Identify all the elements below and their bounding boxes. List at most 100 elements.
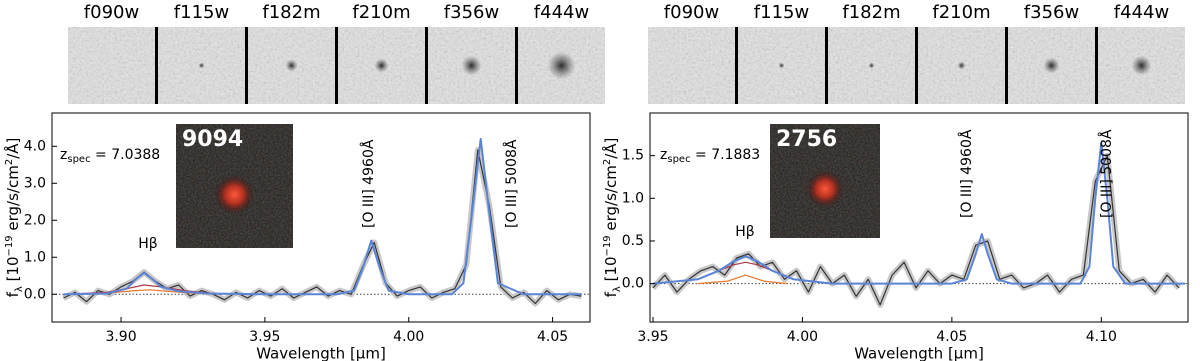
stamp-source: [868, 62, 875, 69]
filter-label: f115w: [754, 2, 809, 23]
filter-label: f115w: [174, 2, 229, 23]
y-axis-label-part: /Å]: [601, 138, 620, 159]
x-tick-label: 4.10: [1086, 329, 1117, 345]
filter-label: f090w: [664, 2, 719, 23]
stamp-source: [1131, 55, 1152, 76]
y-axis-label-part: 2: [602, 159, 613, 165]
filter-label: f210m: [352, 2, 410, 23]
stamp: [248, 27, 335, 104]
y-tick-label: 1.0: [622, 190, 644, 206]
y-axis-label-part: erg/s/cm: [602, 165, 620, 235]
stamp: [68, 27, 155, 104]
stamp: [518, 27, 605, 104]
line-label: Hβ: [735, 224, 754, 240]
line-label: [O III] 5008Å: [1098, 129, 1115, 218]
filter-label: f356w: [444, 2, 499, 23]
object-id: 2756: [776, 127, 837, 152]
stamp-divider: [1095, 27, 1098, 104]
inset-source: [214, 174, 255, 215]
plot-area: [650, 141, 1188, 308]
y-tick-label: 4.0: [24, 138, 46, 154]
spectrum-line: [63, 284, 222, 295]
redshift-subscript: spec: [667, 154, 690, 165]
stamp-source: [957, 61, 966, 70]
stamp: [428, 27, 515, 104]
x-axis-label: Wavelength [μm]: [256, 345, 386, 361]
filter-label: f444w: [534, 2, 589, 23]
stamp: [1098, 27, 1185, 104]
line-label: [O III] 4960Å: [360, 139, 377, 228]
line-label: [O III] 5008Å: [503, 139, 520, 228]
y-axis-label: fλ [10−19 erg/s/cm2/Å]: [601, 138, 623, 298]
filter-label: f182m: [262, 2, 320, 23]
spectrum-line: [652, 141, 1185, 285]
stamp-divider: [515, 27, 518, 104]
stamp-source: [374, 58, 389, 73]
stamp-divider: [425, 27, 428, 104]
y-tick-label: 1.0: [24, 249, 46, 265]
y-tick-label: 3.0: [24, 175, 46, 191]
stamp-source: [1043, 57, 1060, 74]
stamp-divider: [735, 27, 738, 104]
stamp-divider: [245, 27, 248, 104]
stamp-source: [461, 55, 482, 76]
stamp: [918, 27, 1005, 104]
y-axis-label-part: /Å]: [3, 138, 22, 159]
plot-area: [52, 137, 590, 307]
x-tick-label: 3.95: [637, 329, 668, 345]
stamp: [1008, 27, 1095, 104]
y-axis-label-part: λ: [14, 286, 25, 292]
y-axis-label-part: −19: [602, 235, 613, 256]
stamp-divider: [1005, 27, 1008, 104]
y-axis-label-part: −19: [4, 235, 15, 256]
stamp-divider: [335, 27, 338, 104]
stamp-source: [778, 62, 785, 69]
line-label: [O III] 4960Å: [958, 129, 975, 218]
stamp-source: [198, 62, 205, 69]
redshift-value: = 7.1883: [691, 147, 761, 163]
spectrum-line: [697, 274, 788, 285]
redshift-value: = 7.0388: [91, 147, 161, 163]
redshift-symbol: z: [60, 147, 67, 163]
filter-label: f182m: [842, 2, 900, 23]
y-axis-label-part: [10: [4, 256, 22, 286]
inset-source: [806, 170, 844, 208]
axes-frame: [51, 112, 591, 323]
stamp-source: [285, 59, 298, 72]
x-tick-label: 4.00: [393, 329, 424, 345]
y-tick-label: 2.0: [24, 212, 46, 228]
x-tick-label: 3.95: [249, 329, 280, 345]
x-tick-label: 4.05: [936, 329, 967, 345]
stamp-source: [547, 51, 576, 80]
redshift-symbol: z: [660, 147, 667, 163]
stamp-noise: [648, 27, 735, 104]
stamp-divider: [915, 27, 918, 104]
stamp-noise: [68, 27, 155, 104]
stamp-divider: [155, 27, 158, 104]
filter-label: f210m: [932, 2, 990, 23]
x-tick-label: 3.90: [105, 329, 136, 345]
spectrum-line: [63, 137, 582, 296]
stamp: [158, 27, 245, 104]
y-axis-label-part: f: [602, 291, 620, 297]
filter-label: f090w: [84, 2, 139, 23]
redshift-subscript: spec: [67, 154, 90, 165]
x-tick-label: 4.00: [787, 329, 818, 345]
y-tick-label: 0.0: [622, 276, 644, 292]
y-tick-label: 0.5: [622, 233, 644, 249]
y-axis-label-part: [10: [602, 256, 620, 286]
x-axis-label: Wavelength [μm]: [854, 345, 984, 361]
y-axis-label: fλ [10−19 erg/s/cm2/Å]: [3, 138, 25, 298]
y-axis-label-part: 2: [4, 159, 15, 165]
y-axis-label-part: erg/s/cm: [4, 165, 22, 235]
filter-label: f356w: [1024, 2, 1079, 23]
filter-label: f444w: [1114, 2, 1169, 23]
redshift-annotation: zspec = 7.0388: [60, 147, 160, 165]
stamp: [338, 27, 425, 104]
object-id: 9094: [182, 127, 243, 152]
axes-frame: [649, 112, 1189, 323]
y-axis-label-part: f: [4, 291, 22, 297]
redshift-annotation: zspec = 7.1883: [660, 147, 760, 165]
y-tick-label: 0.0: [24, 286, 46, 302]
